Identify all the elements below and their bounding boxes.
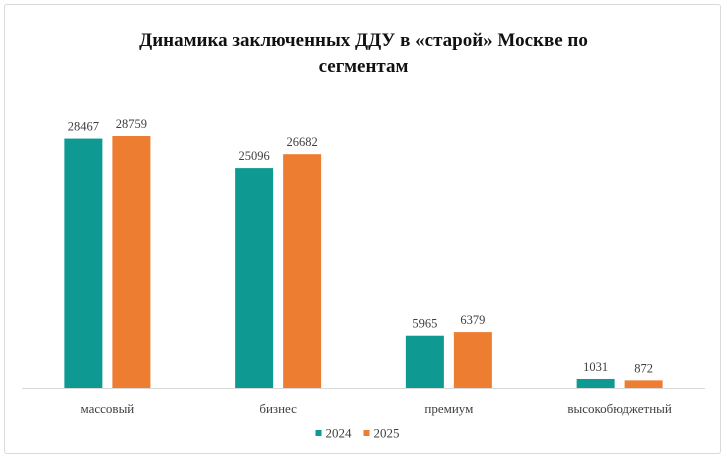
bar-бизнес-2025: [283, 154, 322, 388]
chart-title-line-2: сегментам: [318, 56, 409, 77]
bar-массовый-2024: [64, 138, 103, 388]
data-label-массовый-2025: 28759: [116, 117, 147, 131]
data-label-бизнес-2025: 26682: [287, 135, 318, 149]
bar-бизнес-2024: [235, 168, 274, 388]
x-tick-label-массовый: массовый: [80, 401, 134, 416]
bar-массовый-2025: [112, 136, 151, 388]
bar-высокобюджетный-2024: [576, 378, 615, 388]
x-tick-label-бизнес: бизнес: [259, 401, 297, 416]
x-tick-label-высокобюджетный: высокобюджетный: [567, 401, 672, 416]
legend-swatch-2025: [363, 430, 370, 436]
data-label-высокобюджетный-2024: 1031: [583, 360, 608, 374]
data-label-массовый-2024: 28467: [68, 120, 99, 134]
data-label-премиум-2025: 6379: [460, 313, 485, 327]
data-label-высокобюджетный-2025: 872: [634, 361, 653, 375]
chart-title: Динамика заключенных ДДУ в «старой» Моск…: [0, 28, 727, 80]
bar-премиум-2024: [405, 335, 444, 388]
data-label-премиум-2024: 5965: [412, 317, 437, 331]
legend-label-2025: 2025: [374, 426, 400, 441]
legend-swatch-2024: [315, 430, 322, 436]
legend-label-2024: 2024: [326, 426, 353, 441]
bar-премиум-2025: [453, 332, 492, 388]
x-tick-label-премиум: премиум: [424, 401, 473, 416]
bar-высокобюджетный-2025: [624, 380, 663, 388]
chart-title-line-1: Динамика заключенных ДДУ в «старой» Моск…: [139, 30, 588, 51]
data-label-бизнес-2024: 25096: [239, 149, 270, 163]
